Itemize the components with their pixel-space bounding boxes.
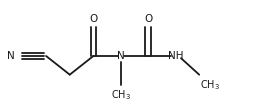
Text: NH: NH [168, 51, 183, 61]
Text: O: O [89, 14, 98, 24]
Text: N: N [7, 51, 15, 61]
Text: N: N [117, 51, 125, 61]
Text: CH$_3$: CH$_3$ [111, 88, 131, 102]
Text: O: O [144, 14, 152, 24]
Text: CH$_3$: CH$_3$ [200, 78, 220, 92]
